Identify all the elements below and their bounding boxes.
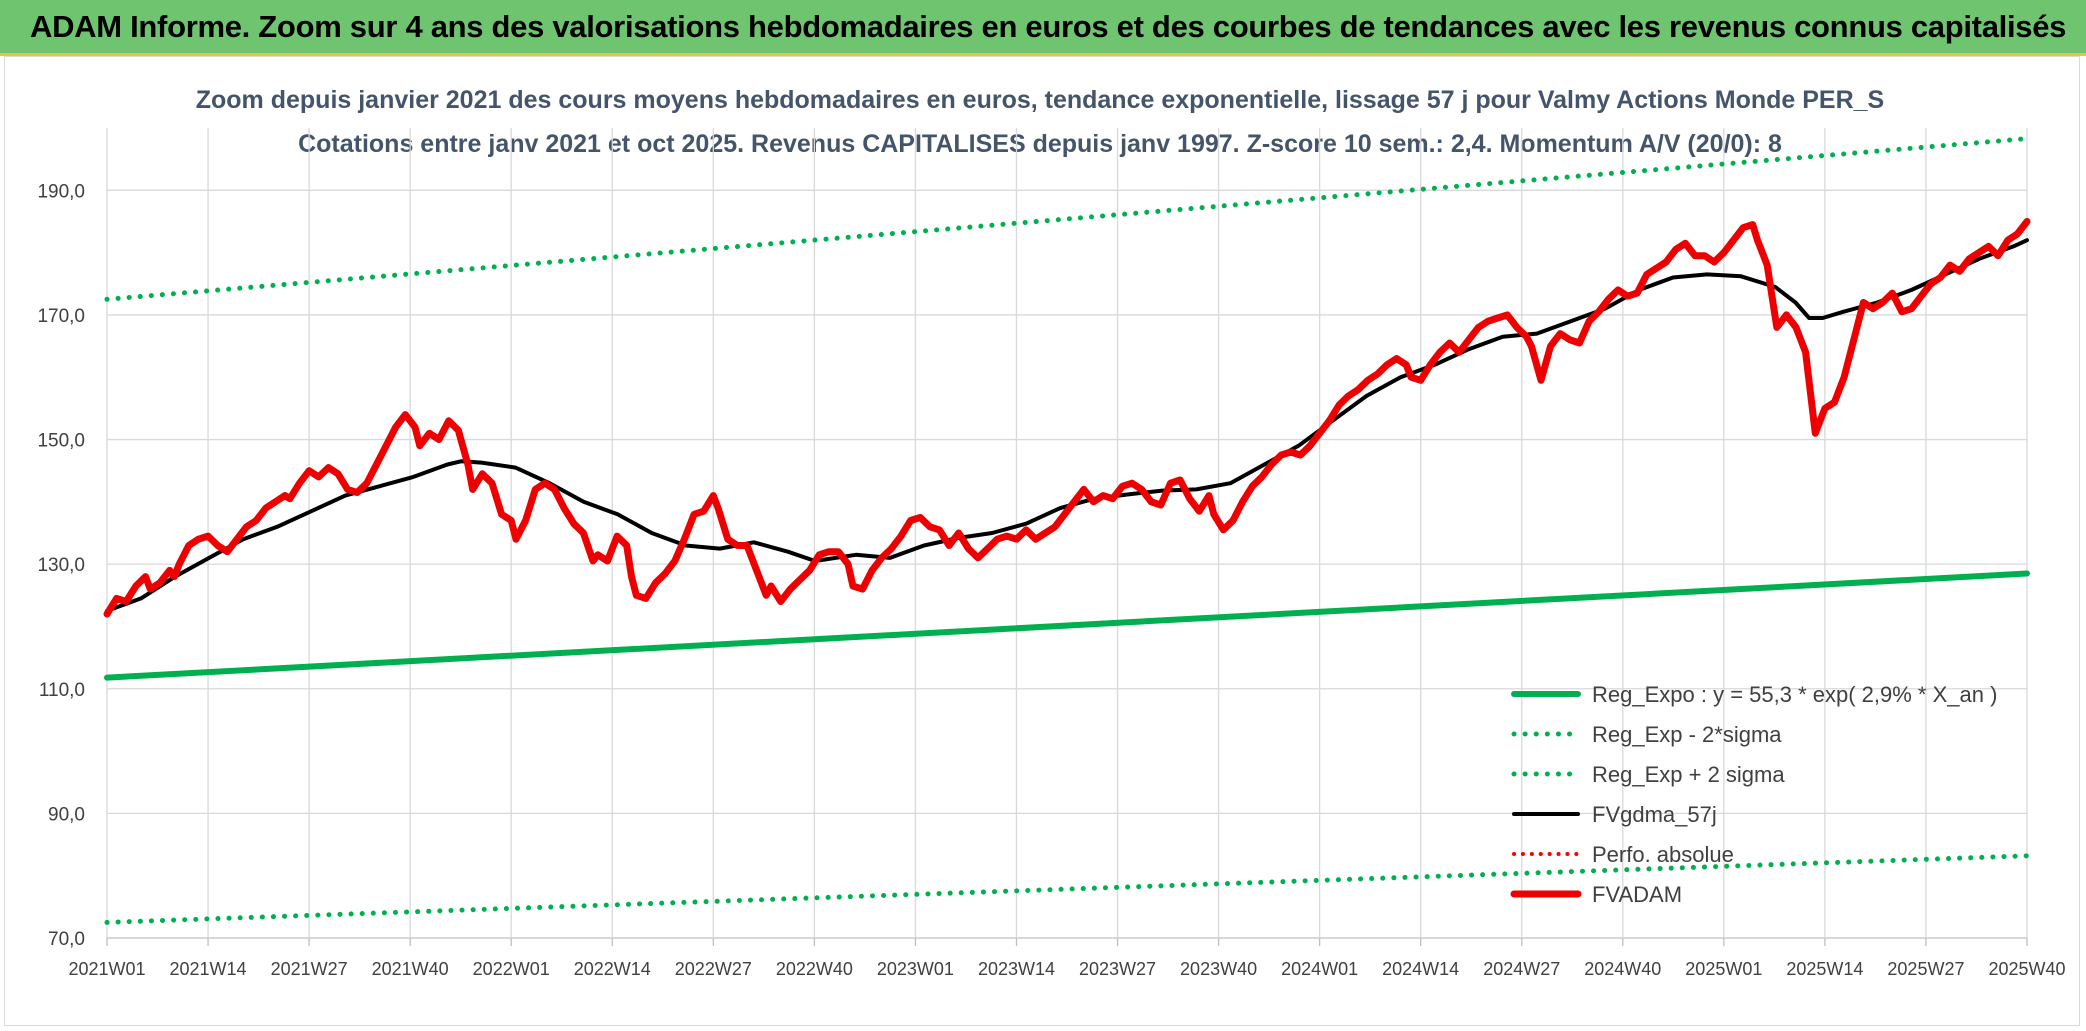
x-tick-label: 2022W40 xyxy=(776,959,853,979)
y-tick-label: 150,0 xyxy=(37,431,85,452)
x-tick-label: 2025W01 xyxy=(1685,959,1762,979)
x-tick-label: 2025W40 xyxy=(1988,959,2065,979)
legend-label: FVADAM xyxy=(1592,882,1682,907)
x-tick-label: 2021W27 xyxy=(271,959,348,979)
x-tick-label: 2023W40 xyxy=(1180,959,1257,979)
x-tick-label: 2024W40 xyxy=(1584,959,1661,979)
y-tick-label: 70,0 xyxy=(48,929,85,950)
report-title: ADAM Informe. Zoom sur 4 ans des valoris… xyxy=(30,9,2067,44)
x-tick-label: 2024W27 xyxy=(1483,959,1560,979)
y-axis: 70,0 90,0 110,0 130,0 150,0 170,0 190,0 xyxy=(37,181,85,950)
x-tick-label: 2023W01 xyxy=(877,959,954,979)
x-tick-label: 2024W14 xyxy=(1382,959,1459,979)
legend-label: Reg_Exp + 2 sigma xyxy=(1592,762,1785,787)
x-tick-label: 2021W40 xyxy=(372,959,449,979)
x-tick-label: 2025W27 xyxy=(1887,959,1964,979)
x-tick-label: 2025W14 xyxy=(1786,959,1863,979)
x-axis: 2021W01 2021W14 2021W27 2021W40 2022W01 2022W… xyxy=(68,938,2066,979)
y-tick-label: 130,0 xyxy=(37,555,85,576)
y-tick-label: 90,0 xyxy=(48,804,85,825)
x-tick-label: 2023W27 xyxy=(1079,959,1156,979)
legend: Reg_Expo : y = 55,3 * exp( 2,9% * X_an )… xyxy=(1510,682,1997,907)
chart-frame xyxy=(4,56,2080,1026)
y-tick-label: 170,0 xyxy=(37,306,85,327)
series-group xyxy=(103,136,2031,925)
series-line-1 xyxy=(104,570,2030,681)
y-tick-label: 190,0 xyxy=(37,181,85,202)
gridlines xyxy=(106,128,2028,939)
legend-label: FVgdma_57j xyxy=(1592,802,1717,827)
report-banner: ADAM Informe. Zoom sur 4 ans des valoris… xyxy=(0,0,2086,56)
legend-label: Reg_Exp - 2*sigma xyxy=(1592,722,1782,747)
series-line-2 xyxy=(104,853,2030,925)
series-line-3 xyxy=(104,136,2030,302)
legend-label: Perfo. absolue xyxy=(1592,842,1734,867)
x-tick-label: 2022W01 xyxy=(473,959,550,979)
x-tick-label: 2022W27 xyxy=(675,959,752,979)
x-tick-label: 2021W01 xyxy=(68,959,145,979)
x-tick-label: 2023W14 xyxy=(978,959,1055,979)
x-tick-label: 2021W14 xyxy=(170,959,247,979)
legend-label: Reg_Expo : y = 55,3 * exp( 2,9% * X_an ) xyxy=(1592,682,1997,707)
series-line-6 xyxy=(103,218,2031,618)
chart-title-line2: Cotations entre janv 2021 et oct 2025. R… xyxy=(298,130,1782,158)
y-tick-label: 110,0 xyxy=(39,680,85,701)
x-tick-label: 2024W01 xyxy=(1281,959,1358,979)
x-tick-label: 2022W14 xyxy=(574,959,651,979)
chart-title-line1: Zoom depuis janvier 2021 des cours moyen… xyxy=(196,86,1885,114)
